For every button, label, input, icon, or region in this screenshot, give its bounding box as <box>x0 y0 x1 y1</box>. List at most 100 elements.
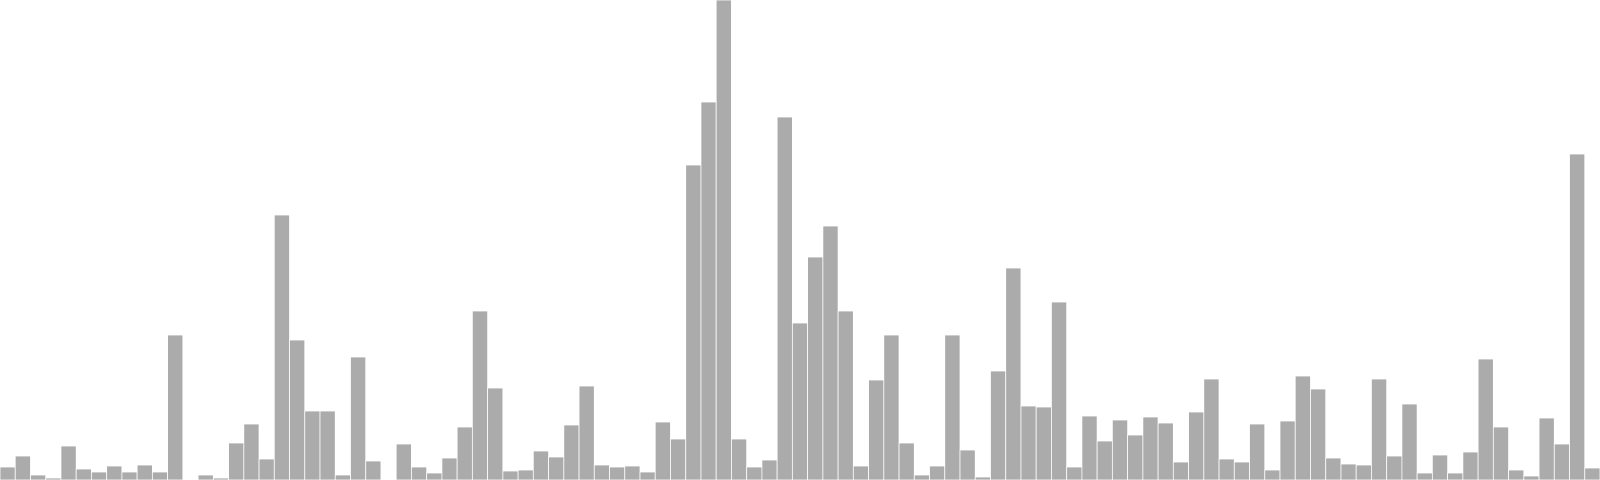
bar <box>670 438 687 480</box>
bar <box>563 424 580 480</box>
bar <box>1355 464 1372 480</box>
bar <box>1096 440 1113 480</box>
bar <box>1127 434 1144 480</box>
bar <box>91 471 108 480</box>
bar <box>1264 469 1281 480</box>
bar <box>990 370 1007 480</box>
bar <box>60 445 77 480</box>
bar <box>517 469 534 480</box>
bar <box>822 225 839 480</box>
bar <box>898 442 915 480</box>
bar <box>487 387 504 480</box>
bar <box>1203 378 1220 480</box>
bar <box>365 460 382 480</box>
bar <box>685 164 702 480</box>
bar <box>136 464 153 480</box>
bar <box>289 339 306 480</box>
bar <box>456 426 473 480</box>
bar <box>1172 461 1189 480</box>
bar <box>1020 405 1037 480</box>
bar <box>1142 416 1159 480</box>
bar <box>1477 358 1494 480</box>
bar <box>151 471 169 480</box>
bar <box>1249 423 1266 480</box>
bar <box>471 310 489 480</box>
bar <box>761 459 778 480</box>
bar <box>1553 443 1570 480</box>
bar <box>1218 458 1235 480</box>
bar <box>609 466 626 480</box>
bar <box>426 472 443 480</box>
bar <box>1371 378 1388 480</box>
bar <box>167 334 184 480</box>
bar <box>273 214 290 480</box>
bar <box>243 423 260 480</box>
bar <box>776 116 793 480</box>
bar <box>868 379 885 480</box>
bar <box>30 474 47 480</box>
bar <box>258 458 275 480</box>
bar <box>548 456 565 480</box>
bar <box>121 471 138 480</box>
bar <box>1523 475 1540 480</box>
bar <box>791 322 809 480</box>
bar <box>106 465 123 480</box>
bar <box>1569 153 1586 480</box>
bar <box>654 421 671 480</box>
bar <box>1005 267 1022 480</box>
bar <box>1416 472 1433 480</box>
bar <box>1584 467 1600 480</box>
bar <box>1462 451 1479 480</box>
bar <box>1294 375 1311 480</box>
bar <box>1508 469 1525 480</box>
bar <box>1340 463 1357 480</box>
bar <box>1157 422 1174 480</box>
bar <box>441 457 458 480</box>
bar <box>1066 466 1083 480</box>
bar <box>0 466 16 480</box>
bar <box>578 385 595 480</box>
bar <box>75 468 92 480</box>
bar <box>1431 454 1449 480</box>
bar <box>913 474 930 480</box>
bar <box>1081 415 1098 480</box>
bar <box>1111 419 1129 480</box>
bar <box>1386 455 1403 480</box>
bar <box>228 442 245 480</box>
bar <box>1035 406 1052 480</box>
bar <box>1233 461 1250 480</box>
bar <box>837 310 854 480</box>
bar <box>319 410 336 480</box>
bar <box>959 449 976 480</box>
bar <box>715 0 732 480</box>
bar <box>731 438 748 480</box>
bar <box>1447 472 1464 480</box>
bar <box>700 101 717 480</box>
bar <box>334 474 351 480</box>
bar <box>1279 420 1296 480</box>
bar <box>502 470 519 480</box>
bar <box>1310 388 1327 480</box>
bar <box>197 474 214 480</box>
bar <box>1188 411 1205 480</box>
bar <box>1401 403 1418 480</box>
bar <box>411 466 428 480</box>
bar <box>883 334 900 480</box>
bar <box>14 455 31 480</box>
bar <box>1538 417 1555 480</box>
bar <box>350 356 367 480</box>
bar <box>395 443 412 480</box>
bar <box>593 464 610 480</box>
bar <box>1325 457 1342 480</box>
bar <box>929 465 946 480</box>
bar <box>639 471 656 480</box>
bar <box>624 465 641 480</box>
bar <box>532 450 549 480</box>
bar <box>304 410 321 480</box>
bar <box>1051 301 1068 480</box>
bar <box>1492 426 1509 480</box>
bar <box>746 466 763 480</box>
